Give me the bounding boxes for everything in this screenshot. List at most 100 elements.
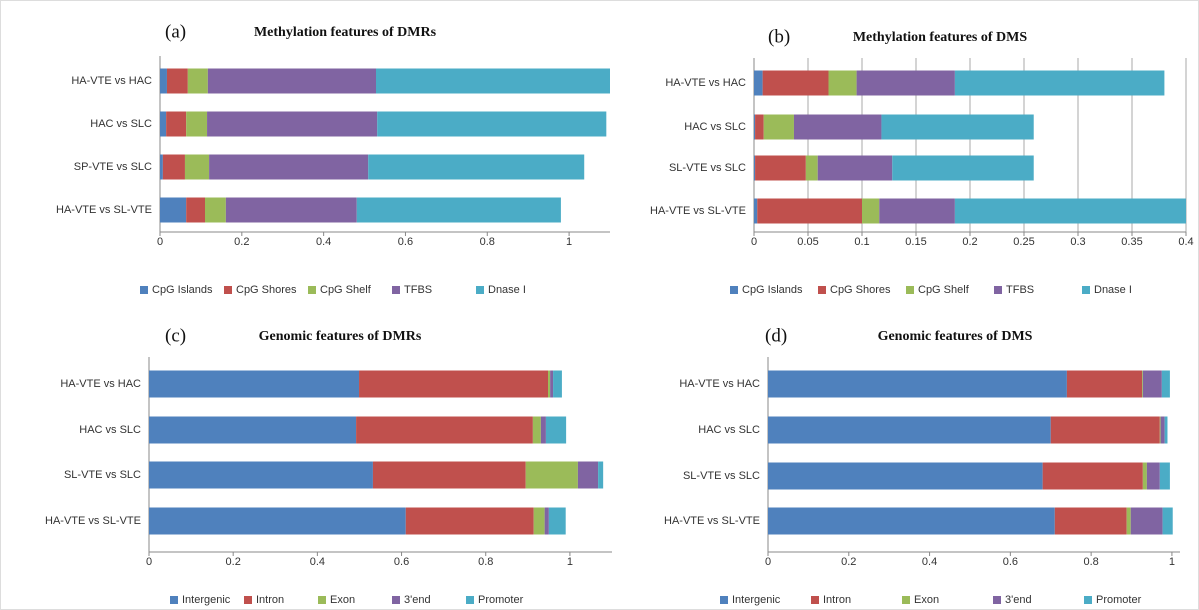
bar-segment — [405, 507, 534, 535]
y-tick-label: HAC vs SLC — [698, 424, 760, 436]
y-tick-label: HA-VTE vs SL-VTE — [45, 515, 141, 527]
panel-label: (b) — [768, 26, 790, 47]
x-tick-label: 0.6 — [394, 556, 409, 568]
bar-segment — [225, 197, 357, 223]
bar-segment — [1126, 507, 1131, 535]
x-tick-label: 0.15 — [905, 236, 926, 248]
x-tick-label: 1 — [1169, 556, 1175, 568]
bar-segment — [598, 461, 604, 489]
legend-swatch — [392, 596, 400, 604]
bar-segment — [160, 111, 167, 137]
x-tick-label: 0 — [157, 236, 163, 248]
bar-segment — [532, 416, 541, 444]
bar-segment — [149, 461, 373, 489]
bar-segment — [160, 68, 167, 94]
bar-segment — [1159, 416, 1161, 444]
bar-segment — [768, 507, 1055, 535]
x-tick-label: 0.4 — [316, 236, 331, 248]
bar-segment — [166, 111, 187, 137]
legend-label: CpG Islands — [742, 284, 803, 296]
bar-segment — [754, 198, 758, 224]
bar-segment — [1142, 370, 1143, 398]
legend-label: TFBS — [404, 284, 432, 296]
y-tick-label: HA-VTE vs HAC — [679, 378, 760, 390]
bar-segment — [1142, 370, 1162, 398]
bar-segment — [160, 197, 187, 223]
bar-segment — [368, 154, 585, 180]
y-tick-label: HAC vs SLC — [90, 118, 152, 130]
legend-swatch — [224, 286, 232, 294]
y-tick-label: HA-VTE vs HAC — [665, 77, 746, 89]
x-tick-label: 0.4 — [922, 556, 937, 568]
x-tick-label: 1 — [566, 236, 572, 248]
legend-label: Intergenic — [182, 594, 231, 606]
legend-swatch — [730, 286, 738, 294]
bar-segment — [149, 416, 357, 444]
x-tick-label: 0.3 — [1070, 236, 1085, 248]
x-tick-label: 0.4 — [1178, 236, 1193, 248]
x-tick-label: 0.8 — [1083, 556, 1098, 568]
bar-segment — [1160, 416, 1165, 444]
bar-segment — [1042, 462, 1143, 490]
bar-segment — [828, 70, 857, 96]
legend-label: CpG Shores — [830, 284, 891, 296]
legend-swatch — [906, 286, 914, 294]
bar-segment — [356, 197, 561, 223]
legend-label: Exon — [914, 594, 939, 606]
legend-label: 3'end — [404, 594, 431, 606]
bar-segment — [544, 507, 549, 535]
panel-label: (c) — [165, 325, 186, 346]
x-tick-label: 0.1 — [854, 236, 869, 248]
bar-segment — [754, 114, 756, 140]
y-tick-label: HA-VTE vs SL-VTE — [56, 204, 152, 216]
bar-segment — [879, 198, 955, 224]
bar-segment — [856, 70, 955, 96]
bar-segment — [1142, 462, 1147, 490]
bar-segment — [768, 370, 1067, 398]
bar-segment — [545, 416, 567, 444]
x-tick-label: 0.2 — [962, 236, 977, 248]
legend-label: TFBS — [1006, 284, 1034, 296]
bar-segment — [1050, 416, 1160, 444]
legend-label: CpG Shelf — [918, 284, 970, 296]
bar-segment — [550, 370, 554, 398]
bar-segment — [755, 114, 764, 140]
legend-label: 3'end — [1005, 594, 1032, 606]
bar-segment — [207, 111, 378, 137]
bar-segment — [954, 198, 1186, 224]
legend-swatch — [244, 596, 252, 604]
bar-segment — [376, 68, 610, 94]
chart-title: Genomic features of DMS — [878, 329, 1033, 344]
x-tick-label: 0.2 — [234, 236, 249, 248]
x-tick-label: 0.6 — [398, 236, 413, 248]
x-tick-label: 0.4 — [310, 556, 325, 568]
legend-swatch — [720, 596, 728, 604]
legend-label: Promoter — [1096, 594, 1142, 606]
bar-segment — [1054, 507, 1127, 535]
bar-segment — [881, 114, 1034, 140]
bar-segment — [1159, 462, 1170, 490]
y-tick-label: HA-VTE vs SL-VTE — [650, 205, 746, 217]
y-tick-label: HA-VTE vs HAC — [71, 75, 152, 87]
bar-segment — [768, 462, 1043, 490]
bar-segment — [149, 370, 360, 398]
bar-segment — [754, 70, 763, 96]
bar-segment — [548, 370, 551, 398]
bar-segment — [793, 114, 882, 140]
bar-segment — [1161, 370, 1170, 398]
x-tick-label: 0 — [146, 556, 152, 568]
legend-label: Promoter — [478, 594, 524, 606]
bar-segment — [553, 370, 562, 398]
legend-swatch — [318, 596, 326, 604]
legend-swatch — [994, 286, 1002, 294]
panel-label: (a) — [165, 21, 186, 42]
chart-title: Methylation features of DMS — [853, 30, 1028, 45]
bar-segment — [356, 416, 533, 444]
bar-segment — [954, 70, 1165, 96]
bar-segment — [892, 155, 1034, 181]
bar-segment — [160, 154, 163, 180]
bar-segment — [149, 507, 406, 535]
bar-segment — [184, 154, 210, 180]
bar-segment — [205, 197, 226, 223]
